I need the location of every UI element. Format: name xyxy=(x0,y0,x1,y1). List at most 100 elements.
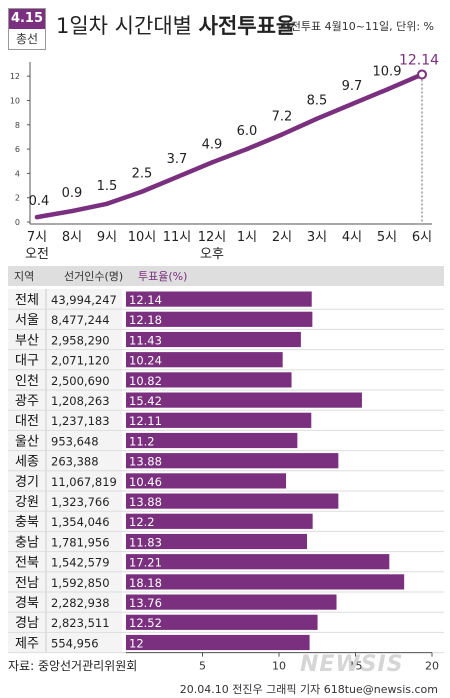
data-label: 10.9 xyxy=(373,65,402,80)
x-tick-label: 12시 xyxy=(198,230,227,245)
data-point xyxy=(384,87,390,92)
bar xyxy=(126,493,339,509)
watermark-logo: NEWSIS xyxy=(300,652,404,677)
bar xyxy=(126,614,318,630)
source-text: 자료: 중앙선거관리위원회 xyxy=(8,659,138,673)
elector-count: 2,071,120 xyxy=(51,354,110,368)
elector-count: 1,323,766 xyxy=(51,495,110,509)
x-tick-label: 11시 xyxy=(163,230,192,245)
x-tick-label: 2시 xyxy=(272,230,292,245)
region-name: 대전 xyxy=(15,414,39,429)
bar-x-tick-label: 5 xyxy=(199,660,206,673)
data-point xyxy=(139,189,145,194)
region-name: 충북 xyxy=(15,515,39,530)
elector-count: 1,542,579 xyxy=(51,556,110,570)
region-name: 충남 xyxy=(15,535,39,550)
data-label: 0.4 xyxy=(29,194,50,209)
bar xyxy=(126,291,312,307)
x-period-label: 오전 xyxy=(25,247,49,262)
x-tick-label: 4시 xyxy=(342,230,362,245)
x-tick-label: 8시 xyxy=(62,230,82,245)
table-header-cell: 선거인수(명) xyxy=(64,270,123,283)
bar xyxy=(126,634,310,651)
bar xyxy=(126,594,337,610)
elector-count: 8,477,244 xyxy=(51,313,110,327)
elector-count: 11,067,819 xyxy=(51,475,117,489)
bar-value-label: 10.46 xyxy=(129,475,162,489)
elector-count: 1,208,263 xyxy=(51,394,110,408)
title-prefix: 1일차 시간대별 xyxy=(56,14,199,38)
bar xyxy=(126,533,307,550)
bar xyxy=(126,473,287,489)
y-tick-label: 2 xyxy=(15,194,20,203)
region-name: 광주 xyxy=(15,394,39,409)
data-label: 7.2 xyxy=(272,109,293,124)
region-name: 전북 xyxy=(15,556,39,571)
bar xyxy=(126,432,298,449)
region-name: 울산 xyxy=(15,434,39,449)
elector-count: 953,648 xyxy=(51,434,99,448)
elector-count: 1,237,183 xyxy=(51,414,110,428)
table-header-bg xyxy=(8,266,444,286)
bar-x-tick-label: 15 xyxy=(349,660,363,673)
y-tick-label: 12 xyxy=(10,72,20,81)
data-point xyxy=(209,160,215,165)
elector-count: 2,958,290 xyxy=(51,333,110,347)
data-label: 6.0 xyxy=(237,124,258,139)
bar-value-label: 11.43 xyxy=(129,333,162,347)
data-point xyxy=(244,146,250,152)
bar-value-label: 11.83 xyxy=(129,535,162,549)
region-name: 전남 xyxy=(15,576,39,591)
x-tick-label: 3시 xyxy=(307,230,327,245)
bar xyxy=(126,412,312,428)
y-tick-label: 0 xyxy=(15,218,20,227)
election-badge: 4.15 총선 xyxy=(8,8,46,50)
data-point xyxy=(34,214,40,220)
elector-count: 2,500,690 xyxy=(51,374,110,388)
bar xyxy=(126,392,362,408)
x-tick-label: 5시 xyxy=(377,230,397,245)
bar xyxy=(126,554,390,570)
x-tick-label: 7시 xyxy=(27,230,47,245)
y-tick-label: 10 xyxy=(10,96,20,105)
bar-value-label: 10.82 xyxy=(129,374,162,388)
x-tick-label: 10시 xyxy=(128,230,157,245)
x-tick-label: 6시 xyxy=(412,230,432,245)
page-subtitle: 사전투표 4월10~11일, 단위: % xyxy=(280,20,434,33)
data-point xyxy=(314,116,320,121)
x-period-label: 오후 xyxy=(200,247,224,262)
bar-x-tick-label: 20 xyxy=(425,660,439,673)
bar-value-label: 18.18 xyxy=(129,576,162,590)
table-header-cell: 투표율(%) xyxy=(138,270,187,283)
bar-value-label: 12.14 xyxy=(129,293,162,307)
bar xyxy=(126,453,339,469)
region-name: 전체 xyxy=(15,293,39,308)
elector-count: 2,823,511 xyxy=(51,616,110,630)
y-tick-label: 8 xyxy=(15,121,20,130)
bar-value-label: 17.21 xyxy=(129,556,162,570)
region-name: 인천 xyxy=(15,374,39,389)
bar-value-label: 15.42 xyxy=(129,394,162,408)
data-label: 2.5 xyxy=(132,167,153,182)
bar-value-label: 11.2 xyxy=(129,434,155,448)
elector-count: 1,781,956 xyxy=(51,535,110,549)
data-point xyxy=(174,174,180,180)
bar-value-label: 13.76 xyxy=(129,596,162,610)
bar xyxy=(126,372,292,388)
elector-count: 263,388 xyxy=(51,455,99,469)
data-label: 9.7 xyxy=(342,79,363,94)
bar-value-label: 12.2 xyxy=(129,515,155,529)
elector-count: 43,994,247 xyxy=(51,293,117,307)
bar-value-label: 12.18 xyxy=(129,313,162,327)
bar-chart: 지역 선거인수(명) 투표율(%) 전체 43,994,247 12.14 서울 8,477,… xyxy=(8,266,444,673)
data-label: 0.9 xyxy=(62,186,83,201)
region-name: 경북 xyxy=(15,596,39,611)
series-line xyxy=(34,72,425,220)
bar xyxy=(126,513,313,529)
region-name: 대구 xyxy=(15,354,39,369)
region-name: 서울 xyxy=(15,313,39,328)
title-bold: 사전투표율 xyxy=(198,14,296,38)
